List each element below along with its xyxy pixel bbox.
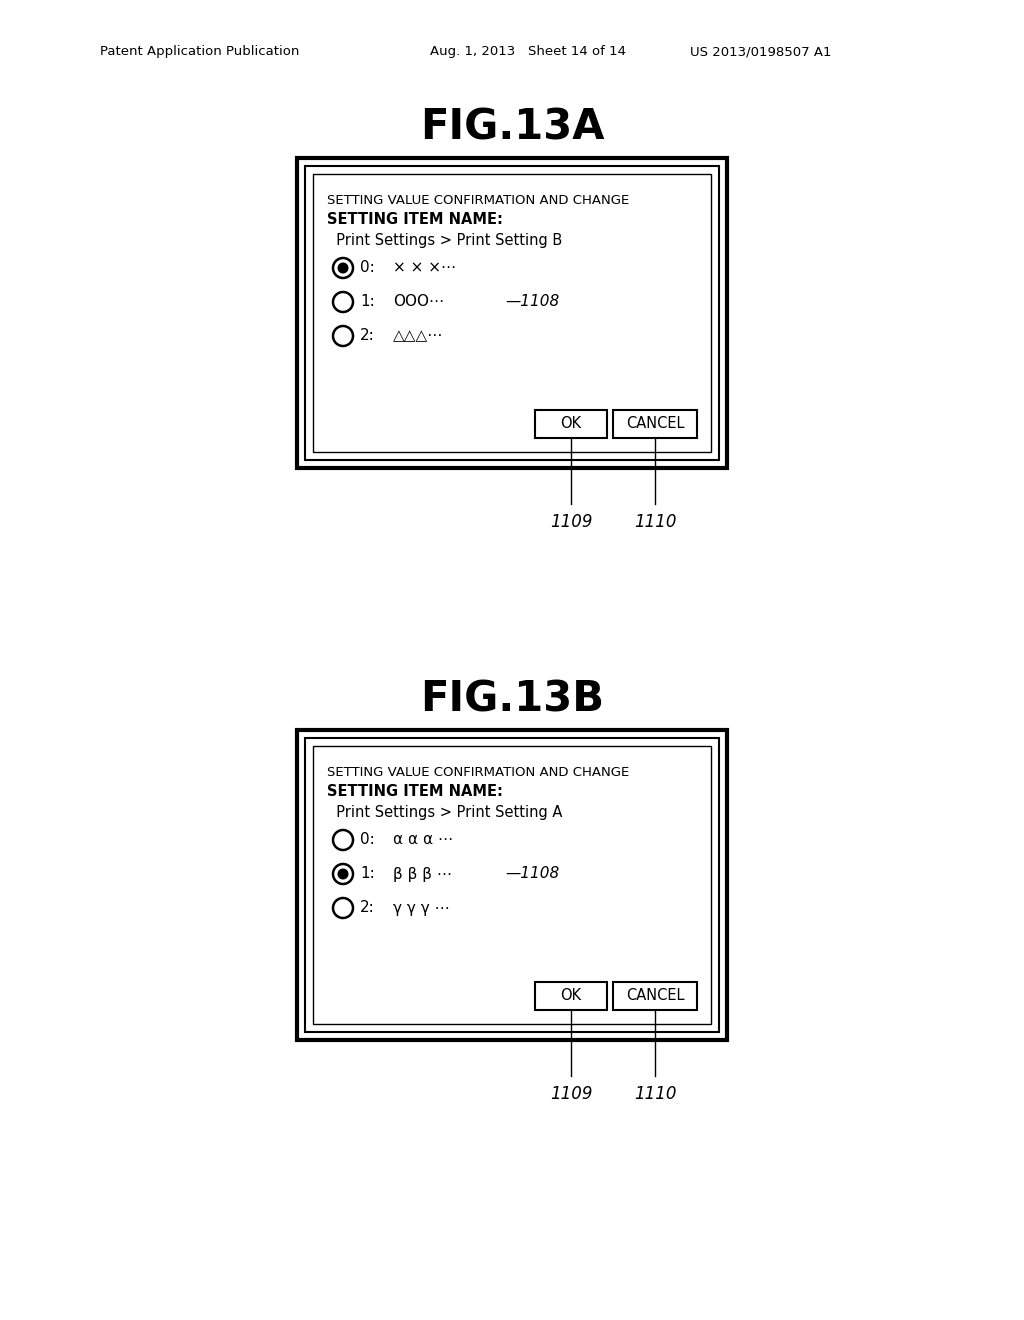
Text: FIG.13A: FIG.13A	[420, 107, 604, 149]
Text: —1108: —1108	[505, 866, 559, 882]
Text: × × ×⋯: × × ×⋯	[393, 260, 457, 276]
Text: 0:: 0:	[360, 833, 375, 847]
Text: CANCEL: CANCEL	[626, 989, 684, 1003]
Text: α α α ⋯: α α α ⋯	[393, 833, 454, 847]
Text: 1:: 1:	[360, 866, 375, 882]
Text: 1:: 1:	[360, 294, 375, 309]
Text: —1108: —1108	[505, 294, 559, 309]
Text: OK: OK	[560, 989, 582, 1003]
Circle shape	[338, 869, 348, 879]
Text: △△△⋯: △△△⋯	[393, 329, 443, 343]
Text: 1110: 1110	[634, 513, 676, 531]
Bar	[305, 738, 719, 1032]
Text: 1109: 1109	[550, 1085, 592, 1104]
Text: Aug. 1, 2013   Sheet 14 of 14: Aug. 1, 2013 Sheet 14 of 14	[430, 45, 626, 58]
Text: SETTING VALUE CONFIRMATION AND CHANGE: SETTING VALUE CONFIRMATION AND CHANGE	[327, 766, 630, 779]
Text: 1110: 1110	[634, 1085, 676, 1104]
Text: SETTING ITEM NAME:: SETTING ITEM NAME:	[327, 784, 503, 800]
Circle shape	[338, 263, 348, 273]
Bar	[535, 411, 607, 438]
Bar	[535, 982, 607, 1010]
Text: 0:: 0:	[360, 260, 375, 276]
Bar	[613, 411, 697, 438]
Text: 1109: 1109	[550, 513, 592, 531]
Text: γ γ γ ⋯: γ γ γ ⋯	[393, 900, 450, 916]
Bar	[297, 158, 727, 469]
Text: Print Settings > Print Setting B: Print Settings > Print Setting B	[327, 232, 562, 248]
Text: Print Settings > Print Setting A: Print Settings > Print Setting A	[327, 804, 562, 820]
Text: β β β ⋯: β β β ⋯	[393, 866, 453, 882]
Bar	[613, 982, 697, 1010]
Text: 2:: 2:	[360, 900, 375, 916]
Bar	[313, 174, 711, 451]
Text: SETTING VALUE CONFIRMATION AND CHANGE: SETTING VALUE CONFIRMATION AND CHANGE	[327, 194, 630, 206]
Text: OK: OK	[560, 417, 582, 432]
Text: Patent Application Publication: Patent Application Publication	[100, 45, 299, 58]
Bar	[297, 730, 727, 1040]
Text: OOO⋯: OOO⋯	[393, 294, 444, 309]
Text: 2:: 2:	[360, 329, 375, 343]
Text: SETTING ITEM NAME:: SETTING ITEM NAME:	[327, 213, 503, 227]
Text: FIG.13B: FIG.13B	[420, 678, 604, 721]
Bar	[313, 746, 711, 1024]
Text: CANCEL: CANCEL	[626, 417, 684, 432]
Text: US 2013/0198507 A1: US 2013/0198507 A1	[690, 45, 831, 58]
Bar	[305, 166, 719, 459]
